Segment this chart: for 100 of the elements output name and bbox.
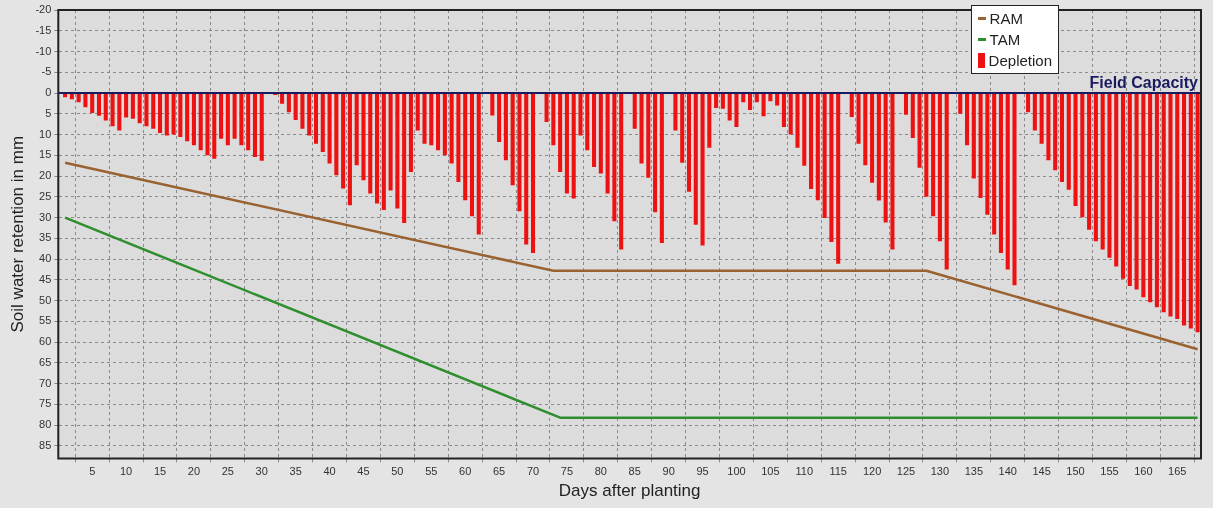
bar xyxy=(449,93,454,164)
y-tick-label: -20 xyxy=(35,3,52,16)
bar xyxy=(395,93,400,209)
bar xyxy=(1046,93,1051,161)
bar xyxy=(361,93,366,181)
bar xyxy=(1100,93,1105,250)
bar xyxy=(612,93,617,222)
bar xyxy=(598,93,603,174)
y-tick-label: 50 xyxy=(39,293,52,306)
bar xyxy=(1087,93,1092,230)
y-tick-label: 5 xyxy=(45,106,52,119)
bar xyxy=(592,93,597,167)
bar xyxy=(1161,93,1166,313)
bar xyxy=(171,93,176,135)
bar xyxy=(829,93,834,243)
bar xyxy=(1039,93,1044,144)
bar xyxy=(1175,93,1180,319)
bar xyxy=(653,93,658,213)
bar xyxy=(130,93,135,119)
x-tick-label: 5 xyxy=(89,465,96,478)
bar xyxy=(883,93,888,223)
y-tick-label: 25 xyxy=(39,189,52,202)
bar xyxy=(90,93,95,113)
bar xyxy=(795,93,800,148)
bar xyxy=(368,93,373,194)
bar xyxy=(286,93,291,113)
bar xyxy=(191,93,196,146)
bar xyxy=(1073,93,1078,206)
bar xyxy=(809,93,814,189)
x-tick-label: 165 xyxy=(1168,465,1187,478)
legend-label: TAM xyxy=(989,30,1021,50)
bar xyxy=(686,93,692,192)
y-tick-label: 80 xyxy=(39,418,52,431)
bar xyxy=(965,93,970,146)
bar xyxy=(388,93,393,191)
bar xyxy=(937,93,942,242)
bar xyxy=(530,93,536,253)
x-tick-label: 70 xyxy=(526,465,540,478)
bar xyxy=(503,93,508,161)
bar xyxy=(754,93,759,103)
x-tick-label: 140 xyxy=(998,465,1017,478)
bar xyxy=(1134,93,1139,290)
bar xyxy=(876,93,881,201)
bar xyxy=(178,93,183,138)
y-tick-label: 40 xyxy=(39,252,52,265)
bar xyxy=(436,93,441,151)
bar xyxy=(137,93,142,124)
bar xyxy=(402,93,407,223)
bar xyxy=(788,93,793,135)
bar xyxy=(1141,93,1146,298)
bar xyxy=(571,93,576,199)
y-tick-label: 20 xyxy=(39,169,52,182)
bar xyxy=(408,93,413,172)
y-tick-label: 60 xyxy=(39,335,52,348)
bar xyxy=(422,93,427,144)
bar xyxy=(341,93,346,189)
y-tick-label: 45 xyxy=(39,272,52,285)
bar xyxy=(856,93,861,144)
bar xyxy=(456,93,461,182)
bar xyxy=(232,93,237,139)
bar xyxy=(320,93,325,152)
bar xyxy=(1168,93,1173,317)
bar xyxy=(632,93,637,129)
x-tick-label: 25 xyxy=(221,465,234,478)
x-tick-label: 145 xyxy=(1032,465,1051,478)
x-tick-label: 160 xyxy=(1134,465,1153,478)
x-tick-label: 65 xyxy=(492,465,506,478)
bar xyxy=(110,93,115,127)
bar xyxy=(476,93,481,235)
x-tick-label: 105 xyxy=(761,465,780,478)
bar xyxy=(497,93,502,143)
bar xyxy=(198,93,203,151)
x-axis-title: Days after planting xyxy=(558,481,701,501)
bar xyxy=(544,93,549,123)
bar xyxy=(327,93,332,164)
x-tick-label: 95 xyxy=(696,465,709,478)
bar xyxy=(564,93,569,194)
bar xyxy=(1195,93,1200,333)
bar xyxy=(992,93,997,235)
y-tick-label: 15 xyxy=(39,148,52,161)
x-tick-label: 110 xyxy=(795,465,814,478)
bar xyxy=(96,93,102,116)
bar xyxy=(205,93,210,156)
x-tick-label: 80 xyxy=(594,465,607,478)
bar xyxy=(849,93,854,118)
bar xyxy=(490,93,495,116)
bar xyxy=(558,93,563,172)
bar xyxy=(124,93,129,118)
bar xyxy=(415,93,420,131)
bar xyxy=(375,93,380,204)
bar xyxy=(1182,93,1187,326)
bar xyxy=(313,93,319,144)
bar xyxy=(985,93,990,215)
x-tick-label: 115 xyxy=(829,465,847,478)
x-tick-label: 40 xyxy=(323,465,336,478)
ref-line-label: Field Capacity xyxy=(1089,74,1199,92)
y-tick-label: 35 xyxy=(39,231,52,244)
bar xyxy=(673,93,678,131)
x-tick-label: 125 xyxy=(896,465,916,478)
bar xyxy=(619,93,624,250)
